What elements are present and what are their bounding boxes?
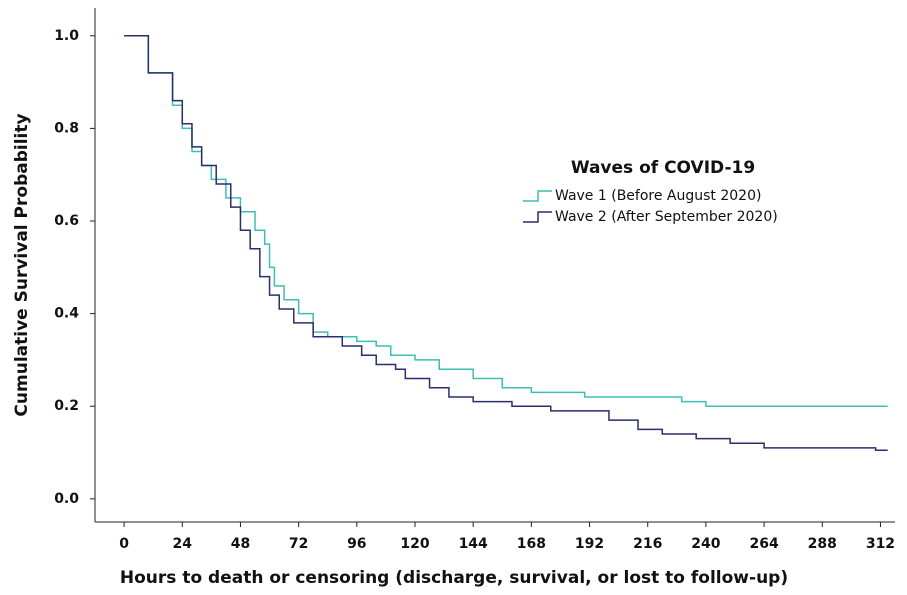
y-axis-label: Cumulative Survival Probability [12, 113, 32, 416]
legend-title: Waves of COVID-19 [571, 158, 755, 178]
x-tick-label: 216 [633, 536, 662, 552]
x-tick-label: 240 [691, 536, 720, 552]
y-tick-label: 0.8 [54, 120, 79, 136]
x-tick-label: 120 [400, 536, 429, 552]
legend-swatch [523, 190, 552, 202]
x-tick-label: 72 [289, 536, 308, 552]
x-tick-label: 24 [173, 536, 193, 552]
x-tick-label: 264 [749, 536, 778, 552]
x-tick-label: 288 [808, 536, 837, 552]
y-tick-label: 0.0 [54, 491, 79, 507]
x-tick-label: 96 [347, 536, 366, 552]
y-tick-label: 0.2 [54, 398, 79, 414]
x-axis-label: Hours to death or censoring (discharge, … [120, 568, 788, 588]
y-tick-label: 0.4 [54, 306, 79, 322]
x-tick-label: 192 [575, 536, 604, 552]
legend-swatch [523, 211, 552, 223]
x-tick-label: 144 [459, 536, 488, 552]
y-tick-label: 0.6 [54, 213, 79, 229]
y-tick-label: 1.0 [54, 28, 79, 44]
x-tick-label: 0 [119, 536, 129, 552]
legend-label: Wave 1 (Before August 2020) [555, 188, 761, 204]
x-tick-label: 312 [866, 536, 895, 552]
x-tick-label: 48 [231, 536, 250, 552]
x-tick-label: 168 [517, 536, 546, 552]
survival-curve [124, 35, 888, 451]
legend-label: Wave 2 (After September 2020) [555, 209, 778, 225]
